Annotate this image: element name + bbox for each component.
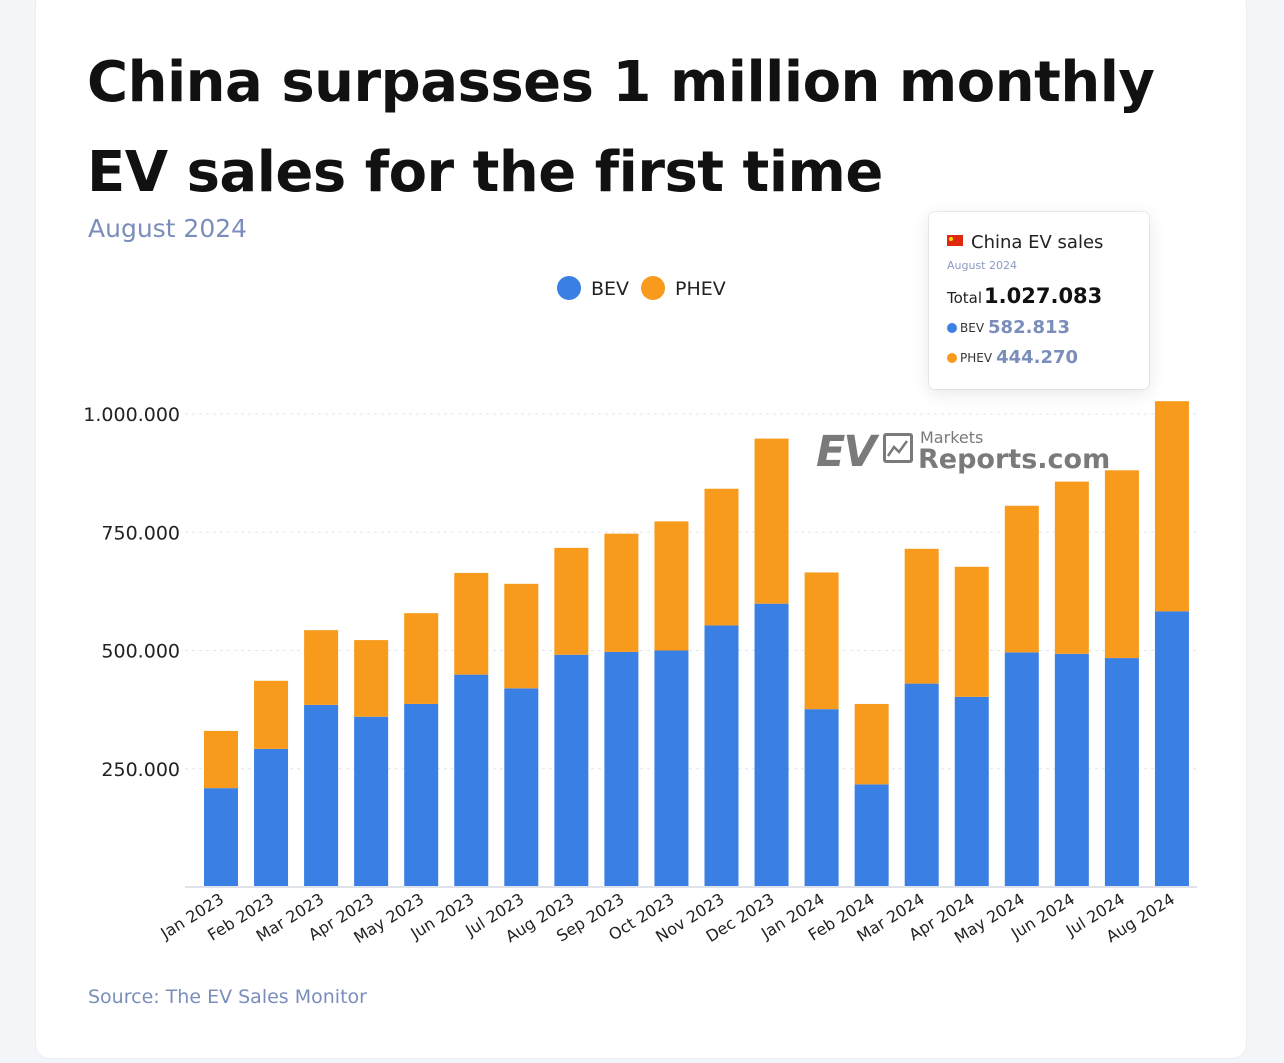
bar-bev[interactable] [904,683,939,887]
bar-bev[interactable] [504,688,539,887]
tooltip-date: August 2024 [947,259,1017,272]
bar-bev[interactable] [554,654,589,887]
bar-bev[interactable] [1004,652,1039,887]
bar-bev[interactable] [604,651,639,887]
ev-markets-reports-logo: EV Markets Reports.com [816,427,1110,478]
y-tick-label: 500.000 [101,641,180,663]
bar-bev[interactable] [454,674,489,887]
bar-phev[interactable] [554,547,589,655]
y-tick-label: 1.000.000 [83,404,180,426]
bar-bev[interactable] [954,696,989,887]
bar-phev[interactable] [904,548,939,684]
logo-ev-text: EV [816,427,877,477]
bar-phev[interactable] [204,730,238,789]
bars [204,401,1189,887]
phev-dot-icon [947,353,957,363]
chart-title: China surpasses 1 million monthly EV sal… [87,50,1155,205]
bar-phev[interactable] [404,613,439,704]
bar-phev[interactable] [1004,505,1039,653]
tooltip-phev-value: 444.270 [996,347,1079,368]
data-tooltip: China EV sales August 2024 Total1.027.08… [929,212,1149,389]
source-note: Source: The EV Sales Monitor [88,986,367,1008]
bar-phev[interactable] [254,680,289,749]
bar-bev[interactable] [804,709,839,887]
bar-phev[interactable] [1104,470,1139,659]
logo-reports-text: Reports.com [918,444,1111,475]
bar-bev[interactable] [354,716,389,887]
bar-phev[interactable] [454,572,489,675]
bar-bev[interactable] [704,625,739,887]
bar-phev[interactable] [804,572,839,710]
tooltip-total-value: 1.027.083 [984,284,1103,308]
bar-bev[interactable] [654,650,689,888]
bar-bev[interactable] [254,748,289,887]
bar-phev[interactable] [754,438,789,604]
legend-marker-bev[interactable] [557,276,581,300]
bar-phev[interactable] [704,488,739,626]
legend-label-bev[interactable]: BEV [591,278,629,300]
logo-markets-text: Markets [920,428,984,447]
tooltip-bev-label: BEV [960,321,985,335]
legend-marker-phev[interactable] [641,276,665,300]
bar-phev[interactable] [1154,401,1189,612]
tooltip-bev-value: 582.813 [988,317,1071,338]
tooltip-phev-label: PHEV [960,351,993,365]
tooltip-total-label: Total [947,289,983,307]
bar-phev[interactable] [354,640,389,717]
grid-lines [185,413,1197,770]
bar-bev[interactable] [404,703,439,887]
bev-dot-icon [947,323,957,333]
bar-bev[interactable] [1154,611,1189,887]
tooltip-heading: China EV sales [971,232,1104,253]
bar-bev[interactable] [304,704,339,887]
bar-bev[interactable] [1104,658,1139,887]
legend: BEV PHEV [557,276,726,300]
bar-phev[interactable] [304,630,339,705]
bar-bev[interactable] [1054,653,1089,887]
bar-phev[interactable] [604,533,639,652]
y-tick-label: 750.000 [101,522,180,544]
china-flag-icon [947,235,963,246]
legend-label-phev[interactable]: PHEV [675,278,726,300]
bar-phev[interactable] [654,521,689,651]
y-tick-label: 250.000 [101,759,180,781]
bar-phev[interactable] [504,583,539,689]
bar-bev[interactable] [854,784,889,887]
chart-subtitle: August 2024 [88,214,248,243]
bar-bev[interactable] [754,603,789,887]
bar-phev[interactable] [854,703,889,785]
bar-bev[interactable] [204,788,238,887]
bar-phev[interactable] [954,566,989,697]
chart-trend-icon [883,433,913,463]
bar-phev[interactable] [1054,481,1089,654]
